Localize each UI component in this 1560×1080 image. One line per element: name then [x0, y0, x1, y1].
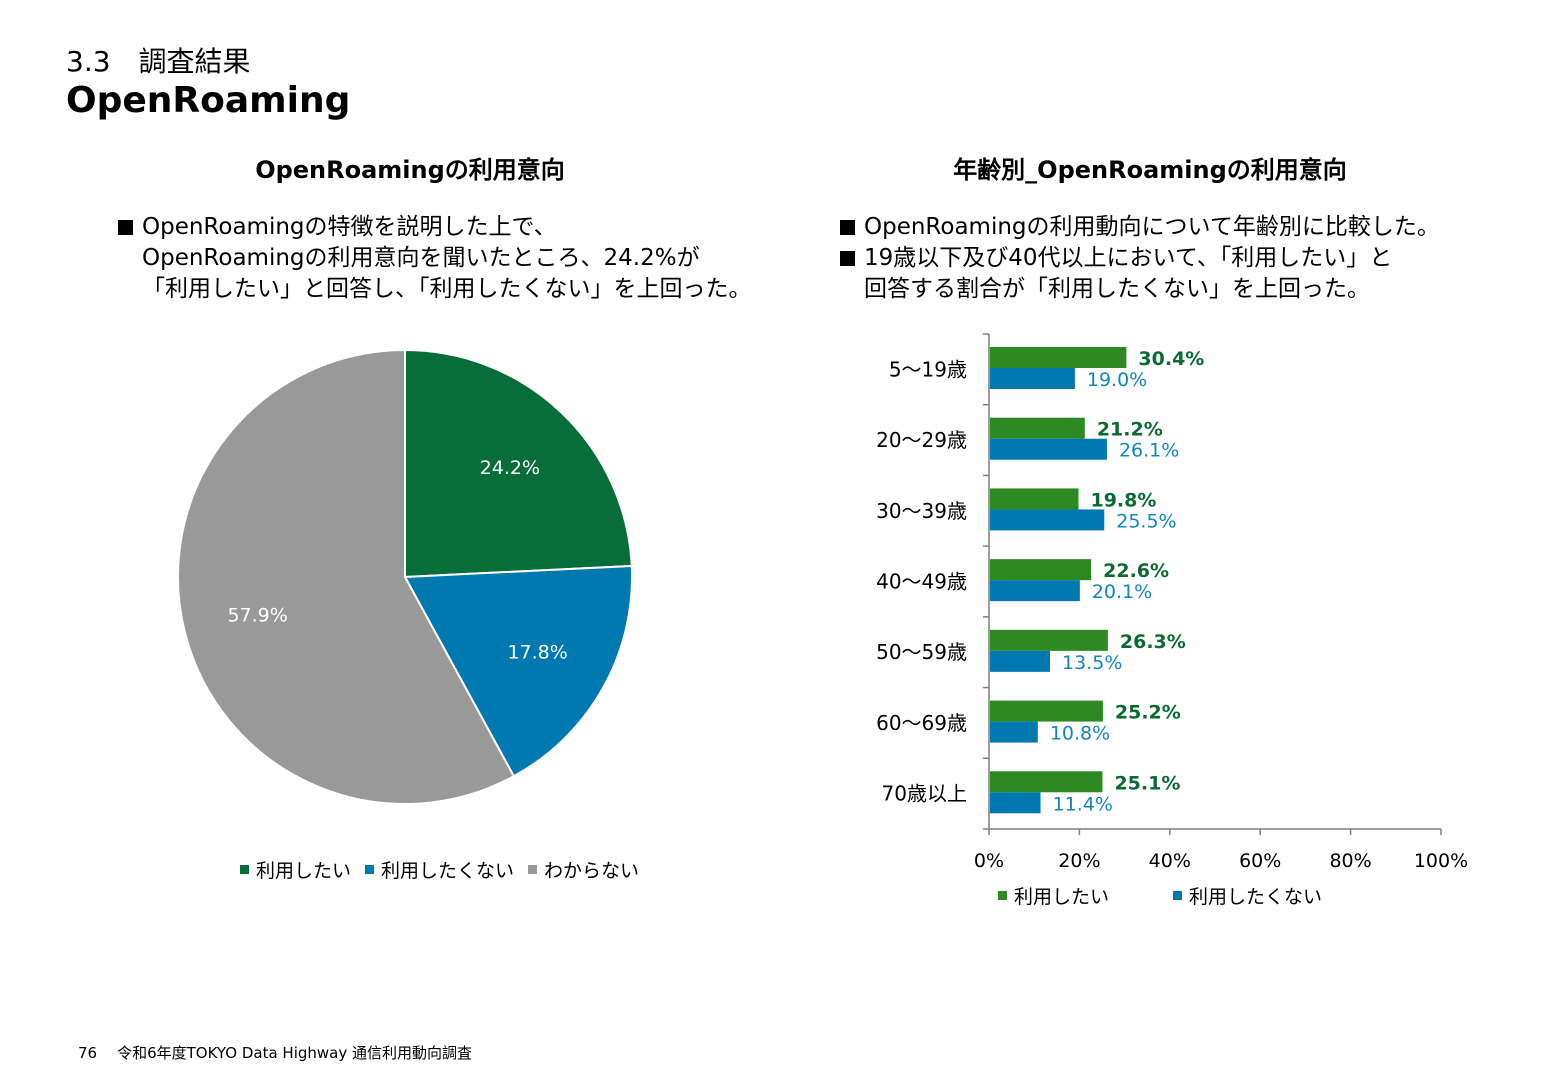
- legend-label: 利用したい: [256, 860, 352, 882]
- bar-not-want: [990, 580, 1080, 602]
- bullet-square-icon: [840, 251, 855, 266]
- legend-label: わからない: [544, 860, 640, 882]
- bar-want: [990, 347, 1127, 368]
- bullet-square-icon: [840, 220, 855, 235]
- bullet-item: OpenRoamingの利用動向について年齢別に比較した。: [840, 212, 1530, 243]
- legend-label: 利用したくない: [381, 860, 515, 882]
- bar-data-label: 11.4%: [1053, 793, 1113, 815]
- x-tick-label: 20%: [1058, 850, 1100, 872]
- legend-swatch: [240, 865, 249, 874]
- x-tick-label: 80%: [1329, 850, 1371, 872]
- bar-legend-item: 利用したくない: [1173, 882, 1322, 909]
- bar-data-label: 25.1%: [1114, 772, 1180, 794]
- x-tick-label: 40%: [1149, 850, 1191, 872]
- pie-data-label: 17.8%: [507, 641, 567, 663]
- pie-chart: 24.2% 17.8% 57.9%: [177, 348, 633, 805]
- bar-data-label: 10.8%: [1050, 723, 1110, 745]
- legend-swatch: [365, 865, 375, 874]
- footer-text: 令和6年度TOKYO Data Highway 通信利用動向調査: [117, 1044, 472, 1062]
- bar-data-label: 13.5%: [1062, 652, 1122, 674]
- bar-data-label: 25.5%: [1116, 510, 1176, 532]
- category-label: 20～29歳: [876, 428, 967, 452]
- x-tick-label: 60%: [1239, 850, 1281, 872]
- pie-legend-item: わからない: [528, 856, 639, 883]
- bar-panel-title: 年齢別_OpenRoamingの利用意向: [953, 156, 1347, 184]
- bar-want: [990, 559, 1092, 581]
- bar-want: [990, 417, 1085, 439]
- bar-want: [990, 700, 1103, 722]
- pie-data-label: 57.9%: [227, 605, 287, 627]
- legend-label: 利用したくない: [1189, 886, 1323, 908]
- x-tick-label: 0%: [974, 850, 1004, 872]
- category-label: 70歳以上: [882, 782, 967, 806]
- bar-not-want: [990, 368, 1075, 389]
- page-title: OpenRoaming: [66, 80, 351, 121]
- bar-data-label: 19.8%: [1090, 489, 1156, 511]
- category-label: 30～39歳: [876, 499, 967, 523]
- category-label: 5～19歳: [889, 357, 967, 381]
- category-label: 60～69歳: [876, 711, 967, 735]
- legend-swatch: [528, 865, 538, 874]
- bar-not-want: [990, 509, 1105, 531]
- category-label: 50～59歳: [876, 640, 967, 664]
- bullet-square-icon: [118, 220, 133, 235]
- pie-slice: [403, 564, 633, 778]
- bar-want: [990, 771, 1103, 793]
- pie-legend-item: 利用したくない: [365, 856, 514, 883]
- legend-swatch: [1173, 891, 1182, 900]
- bullet-item: OpenRoamingの特徴を説明した上で、 OpenRoamingの利用意向を…: [118, 212, 758, 305]
- x-tick-label: 100%: [1414, 850, 1468, 872]
- bar-data-label: 22.6%: [1103, 560, 1169, 582]
- bar-data-label: 20.1%: [1092, 581, 1152, 603]
- bar-data-label: 26.1%: [1119, 440, 1179, 462]
- bar-data-label: 30.4%: [1138, 348, 1204, 370]
- bar-legend: 利用したい 利用したくない: [998, 882, 1322, 909]
- bar-not-want: [990, 650, 1051, 672]
- pie-slice: [177, 348, 516, 805]
- bullet-text: OpenRoamingの特徴を説明した上で、 OpenRoamingの利用意向を…: [142, 214, 752, 302]
- bar-legend-item: 利用したい: [998, 882, 1173, 909]
- bar-data-label: 26.3%: [1120, 631, 1186, 653]
- bar-not-want: [990, 721, 1038, 743]
- bar-data-label: 19.0%: [1087, 369, 1147, 391]
- legend-label: 利用したい: [1014, 886, 1110, 908]
- bar-want: [990, 629, 1108, 651]
- bar-panel-bullets: OpenRoamingの利用動向について年齢別に比較した。 19歳以下及び40代…: [840, 212, 1530, 305]
- pie-slice: [404, 348, 633, 579]
- category-label: 40～49歳: [876, 570, 967, 594]
- bar-data-label: 21.2%: [1097, 419, 1163, 441]
- bar-not-want: [990, 438, 1107, 460]
- bar-chart: 0% 20% 40% 60% 80% 100% 5～19歳 30.4%19.0% 20～29歳 2…: [876, 333, 1468, 872]
- footer: 76 令和6年度TOKYO Data Highway 通信利用動向調査: [78, 1042, 472, 1063]
- section-number: 3.3 調査結果: [66, 45, 251, 78]
- pie-legend-item: 利用したい: [240, 856, 351, 883]
- bar-want: [990, 488, 1079, 510]
- pie-panel-bullets: OpenRoamingの特徴を説明した上で、 OpenRoamingの利用意向を…: [118, 212, 758, 305]
- page-number: 76: [78, 1044, 98, 1062]
- bar-data-label: 25.2%: [1115, 702, 1181, 724]
- bar-not-want: [990, 792, 1041, 814]
- pie-data-label: 24.2%: [480, 457, 540, 479]
- pie-panel-title: OpenRoamingの利用意向: [255, 156, 565, 184]
- bullet-text: 19歳以下及び40代以上において、「利用したい」と 回答する割合が「利用したくな…: [864, 245, 1393, 302]
- bullet-text: OpenRoamingの利用動向について年齢別に比較した。: [864, 214, 1440, 240]
- pie-legend: 利用したい 利用したくない わからない: [240, 856, 653, 883]
- bullet-item: 19歳以下及び40代以上において、「利用したい」と 回答する割合が「利用したくな…: [840, 243, 1530, 305]
- legend-swatch: [998, 891, 1007, 900]
